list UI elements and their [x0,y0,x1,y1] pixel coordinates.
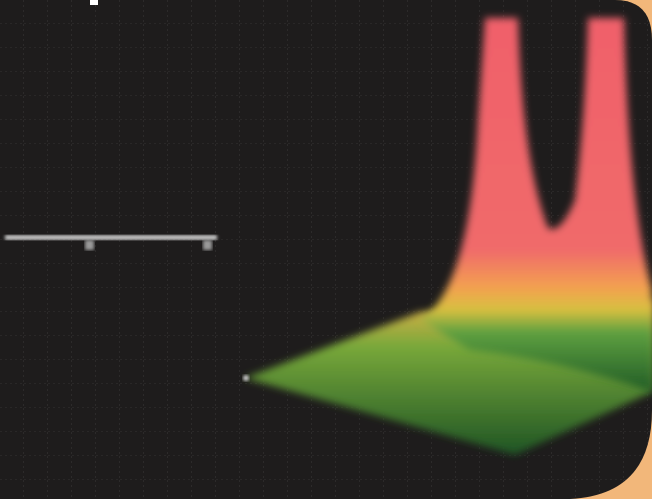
surface-corner [243,375,249,381]
top-mark [90,0,98,5]
beam-bar [5,235,217,240]
beam-support [203,240,212,250]
surface-peaks [420,18,652,392]
beam [5,235,217,250]
beam-support [85,240,94,250]
